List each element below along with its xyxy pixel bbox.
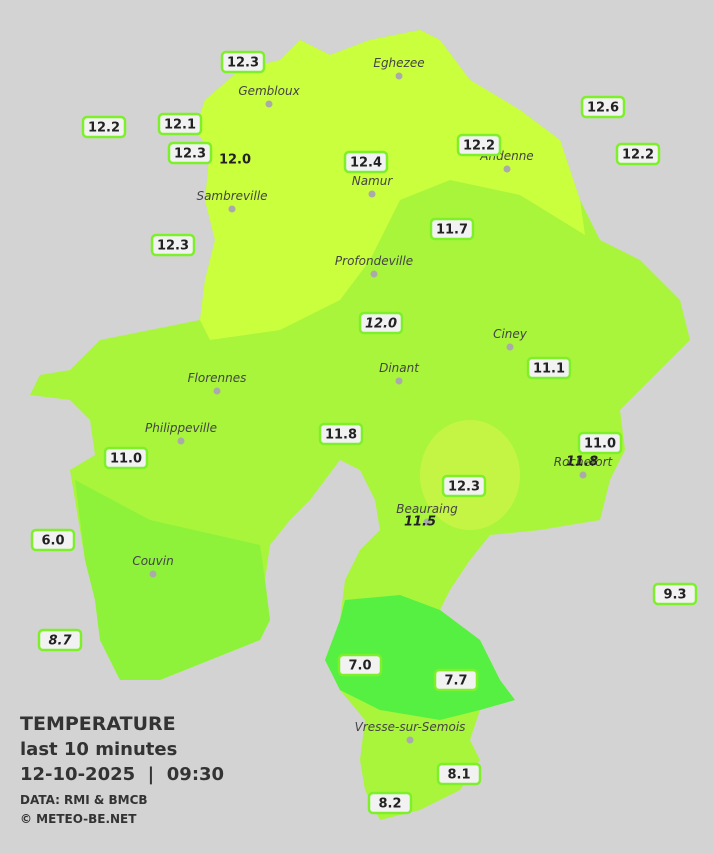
town-label: Florennes	[188, 371, 247, 385]
legend-source: DATA: RMI & BMCB	[20, 793, 148, 807]
station-value: 12.6	[587, 101, 619, 116]
town-dot	[423, 518, 431, 526]
town-label: Ciney	[493, 327, 528, 341]
town-dot	[149, 570, 157, 578]
station-value: 12.0	[219, 153, 251, 168]
station-box	[343, 150, 389, 174]
station-box	[30, 528, 76, 552]
station-box	[157, 112, 203, 136]
town-label: Rochefort	[554, 455, 614, 469]
station-value: 12.3	[174, 147, 206, 162]
legend-copyright: © METEO-BE.NET	[20, 812, 137, 826]
town-dot	[370, 270, 378, 278]
town-label: Profondeville	[335, 254, 413, 268]
station-value: 12.1	[164, 118, 196, 133]
station-box	[103, 446, 149, 470]
town-dot	[406, 736, 414, 744]
town-label: Vresse-sur-Semois	[355, 720, 466, 734]
station-value: 7.0	[348, 659, 371, 674]
station-value: 8.2	[378, 797, 401, 812]
station-value: 8.7	[48, 634, 72, 649]
station-value: 11.8	[325, 428, 357, 443]
region-north	[195, 30, 585, 340]
station-box	[318, 422, 364, 446]
station-value: 12.2	[463, 139, 495, 154]
town-label: Beauraing	[396, 502, 458, 516]
station-box	[429, 217, 475, 241]
town-dot	[579, 471, 587, 479]
station-value: 11.0	[110, 452, 142, 467]
station-box	[577, 431, 623, 455]
town-label: Philippeville	[145, 421, 217, 435]
station-box	[81, 115, 127, 139]
station-value: 12.3	[448, 480, 480, 495]
station-value: 11.5	[404, 515, 436, 530]
station-box	[615, 142, 661, 166]
town-dot	[228, 205, 236, 213]
legend: TEMPERATURE last 10 minutes 12-10-2025 |…	[20, 713, 224, 826]
town-label: Gembloux	[238, 84, 300, 98]
station-box	[358, 311, 404, 335]
station-box	[456, 133, 502, 157]
town-dot	[395, 72, 403, 80]
town-label: Couvin	[132, 554, 173, 568]
station-value: 11.7	[436, 223, 468, 238]
station-box	[526, 356, 572, 380]
station-value: 12.2	[622, 148, 654, 163]
station-value: 6.0	[41, 534, 64, 549]
town-dot	[506, 343, 514, 351]
station-box	[580, 95, 626, 119]
station-value: 12.3	[227, 56, 259, 71]
station-value: 12.2	[88, 121, 120, 136]
town-label: Dinant	[379, 361, 420, 375]
station-box	[436, 762, 482, 786]
station-value: 7.7	[444, 674, 467, 689]
station-box	[652, 582, 698, 606]
legend-datetime: 12-10-2025 | 09:30	[20, 764, 224, 785]
station-box	[441, 474, 487, 498]
station-value: 12.0	[365, 317, 397, 332]
station-box	[337, 653, 383, 677]
station-box	[150, 233, 196, 257]
station-value: 11.1	[533, 362, 565, 377]
legend-period: last 10 minutes	[20, 739, 177, 760]
town-dot	[177, 437, 185, 445]
town-dot	[213, 387, 221, 395]
station-value: 12.3	[157, 239, 189, 254]
town-label: Sambreville	[196, 189, 267, 203]
station-box	[220, 50, 266, 74]
station-value: 8.1	[447, 768, 470, 783]
region-southwest	[75, 480, 270, 680]
town-dot	[395, 377, 403, 385]
legend-title: TEMPERATURE	[20, 713, 176, 735]
station-value: 11.8	[566, 455, 598, 470]
town-dot	[503, 165, 511, 173]
station-box	[433, 668, 479, 692]
station-value: 9.3	[663, 588, 686, 603]
town-dot	[368, 190, 376, 198]
station-box	[367, 791, 413, 815]
town-label: Eghezee	[373, 56, 424, 70]
station-value: 12.4	[350, 156, 382, 171]
town-dot	[265, 100, 273, 108]
station-box	[167, 141, 213, 165]
station-box	[37, 628, 83, 652]
town-label: Namur	[352, 174, 394, 188]
station-value: 11.0	[584, 437, 616, 452]
